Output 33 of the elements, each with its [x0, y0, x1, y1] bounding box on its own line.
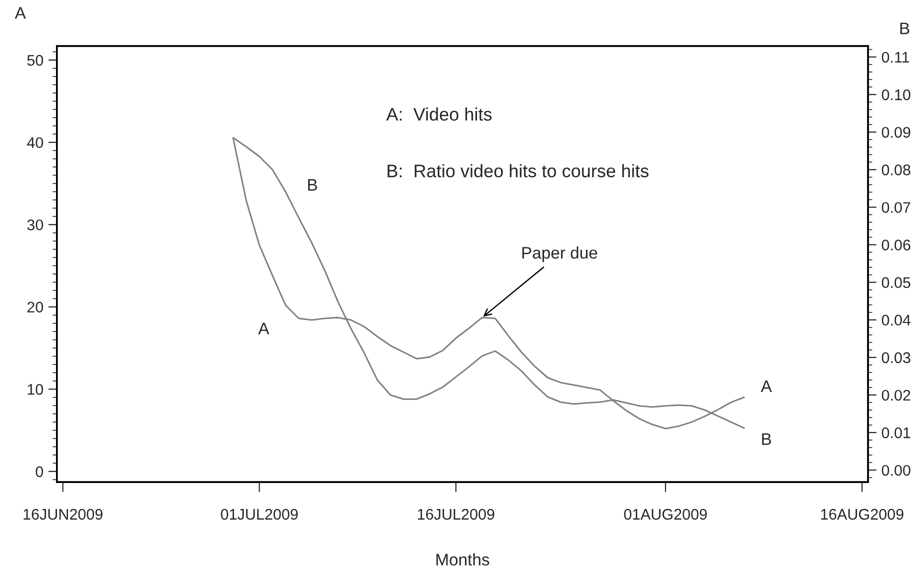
x-tick-label: 16JUN2009 [24, 508, 102, 520]
annotation: B: Ratio video hits to course hits [388, 164, 648, 178]
series-label: A [760, 380, 772, 392]
y2-tick-label: 0.03 [882, 352, 910, 364]
y2-tick-label: 0.09 [882, 126, 910, 138]
y-tick-label: 50 [27, 54, 44, 66]
y2-tick-label: 0.11 [882, 52, 910, 63]
y-tick-label: 30 [27, 219, 44, 230]
y2-tick-label: 0.08 [882, 164, 910, 176]
x-axis-title: Months [436, 553, 490, 566]
y-tick-label: 20 [27, 302, 44, 313]
x-tick-label: 16JUL2009 [418, 508, 494, 520]
y2-tick-label: 0.10 [882, 89, 910, 100]
x-tick-label: 01AUG2009 [624, 508, 707, 520]
y-tick-label: 10 [28, 384, 44, 395]
y2-tick-label: 0.05 [882, 277, 910, 288]
y-axis-title: A [14, 7, 26, 19]
text: B [308, 179, 318, 191]
y2-tick-label: 0.04 [882, 314, 911, 326]
y-tick-label: 40 [27, 137, 44, 148]
text: A [258, 322, 270, 334]
x-tick-label: 16AUG2009 [821, 508, 904, 520]
y-tick-label: 0 [36, 466, 44, 478]
y2-tick-label: 0.00 [882, 464, 910, 476]
y2-axis-title: B [900, 22, 910, 34]
annotation: Paper due [522, 246, 598, 262]
x-tick-label: 01JUL2009 [220, 508, 298, 520]
y2-tick-label: 0.01 [882, 427, 910, 438]
y2-tick-label: 0.02 [882, 390, 910, 401]
annotation: A: Video hits [386, 107, 492, 121]
y2-tick-label: 0.06 [882, 240, 910, 250]
series-label: B [762, 433, 772, 445]
y2-tick-label: 0.07 [882, 202, 910, 213]
